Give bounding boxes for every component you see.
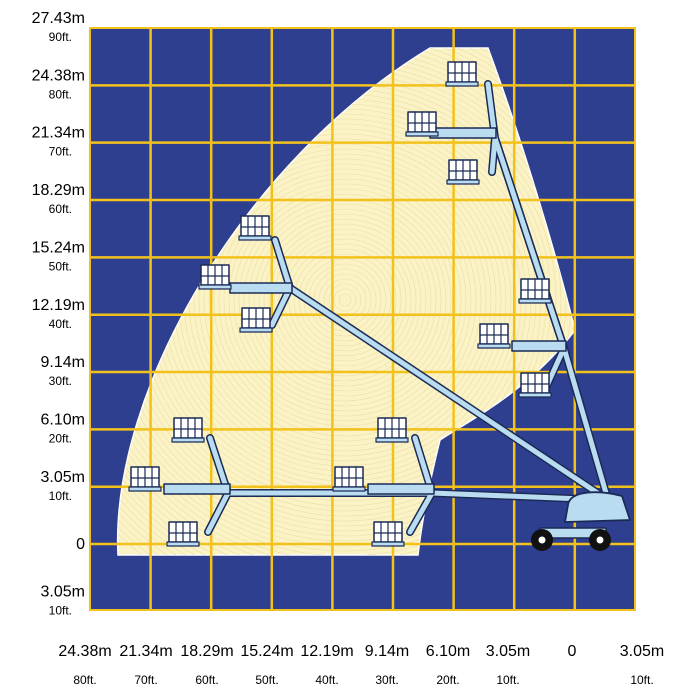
y-axis-labels: 27.43m 90ft. 24.38m 80ft. 21.34m 70ft. 18.29m 6…	[32, 10, 85, 618]
y-label-metric: 9.14m	[41, 354, 85, 371]
x-label-metric: 3.05m	[620, 643, 664, 660]
envelope-ring	[238, 193, 452, 407]
x-label-feet: 10ft.	[630, 673, 653, 687]
x-label-metric: 0	[568, 643, 577, 660]
x-label-metric: 6.10m	[426, 643, 470, 660]
envelope-ring	[233, 188, 457, 412]
envelope-ring	[293, 248, 397, 352]
envelope-ring	[223, 178, 467, 422]
y-label-feet: 30ft.	[49, 374, 72, 388]
envelope-ring	[298, 253, 392, 347]
y-label-feet: 10ft.	[49, 604, 72, 618]
x-label-metric: 3.05m	[486, 643, 530, 660]
x-label-feet: 30ft.	[375, 673, 398, 687]
y-label-metric: 15.24m	[32, 239, 85, 256]
x-label-feet: 60ft.	[195, 673, 218, 687]
envelope-ring	[198, 153, 492, 447]
x-label-feet: 10ft.	[496, 673, 519, 687]
envelope-ring	[213, 168, 477, 432]
y-label-feet: 70ft.	[49, 145, 72, 159]
x-label-feet: 50ft.	[255, 673, 278, 687]
x-axis-labels: 24.38m 80ft. 21.34m 70ft. 18.29m 60ft. 15.24m 5…	[58, 643, 664, 687]
y-label-metric: 3.05m	[41, 584, 85, 601]
envelope-ring	[208, 163, 482, 437]
envelope-ring	[288, 243, 402, 357]
x-label-feet: 70ft.	[134, 673, 157, 687]
envelope-ring	[263, 218, 427, 382]
boom-positions	[128, 61, 631, 551]
x-label-metric: 15.24m	[240, 643, 293, 660]
machine-base	[531, 491, 631, 551]
envelope-ring	[328, 283, 362, 317]
x-label-metric: 21.34m	[119, 643, 172, 660]
x-label-metric: 12.19m	[300, 643, 353, 660]
y-label-feet: 60ft.	[49, 202, 72, 216]
x-label-feet: 40ft.	[315, 673, 338, 687]
envelope-ring	[268, 223, 422, 377]
envelope-ring	[228, 183, 462, 417]
y-label-metric: 24.38m	[32, 67, 85, 84]
envelope-ring	[338, 293, 352, 307]
envelope-ring	[333, 288, 357, 312]
y-label-metric: 0	[76, 536, 85, 553]
envelope-ring	[203, 158, 487, 442]
envelope-ring	[253, 208, 437, 392]
y-label-feet: 80ft.	[49, 87, 72, 101]
x-label-metric: 9.14m	[365, 643, 409, 660]
envelope-ring	[193, 148, 497, 452]
x-label-metric: 24.38m	[58, 643, 111, 660]
y-label-metric: 21.34m	[32, 125, 85, 142]
y-label-metric: 6.10m	[41, 411, 85, 428]
x-label-metric: 18.29m	[180, 643, 233, 660]
envelope-ring	[278, 233, 412, 367]
y-label-metric: 27.43m	[32, 10, 85, 27]
y-label-feet: 90ft.	[49, 30, 72, 44]
envelope-ring	[218, 173, 472, 427]
y-label-feet: 40ft.	[49, 317, 72, 331]
y-label-metric: 12.19m	[32, 297, 85, 314]
y-label-feet: 50ft.	[49, 259, 72, 273]
y-label-metric: 18.29m	[32, 182, 85, 199]
y-label-feet: 10ft.	[49, 489, 72, 503]
envelope-ring	[248, 203, 442, 397]
y-label-metric: 3.05m	[41, 469, 85, 486]
y-label-feet: 20ft.	[49, 431, 72, 445]
plot-frame	[89, 27, 636, 611]
envelope-ring	[258, 213, 432, 387]
x-label-feet: 80ft.	[73, 673, 96, 687]
x-label-feet: 20ft.	[436, 673, 459, 687]
